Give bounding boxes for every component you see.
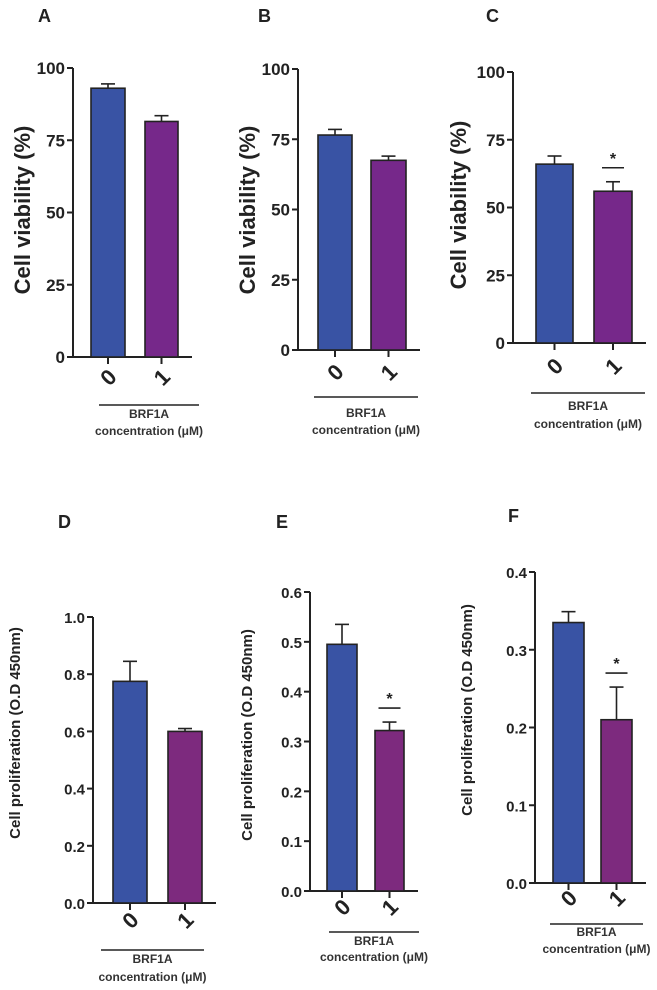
y-tick-label: 0.6 [64,724,85,741]
bar-0 [90,87,126,358]
significance-star: * [610,151,617,168]
bar-0 [535,163,574,344]
y-tick-label: 25 [46,276,65,295]
category-label: 1 [377,894,403,920]
y-tick-label: 0.0 [506,876,527,893]
panel-letter: F [508,506,519,526]
y-tick-label: 0.2 [281,784,302,801]
x-axis-label-line1: BRF1A [129,407,169,421]
x-axis-label-line1: BRF1A [576,925,616,939]
bar-1 [167,730,203,904]
y-tick-label: 50 [486,199,505,218]
panel-letter: B [258,6,271,26]
y-tick-label: 50 [271,201,290,220]
y-tick-label: 50 [46,204,65,223]
x-axis-label-line2: concentration (μM) [98,970,206,984]
panel-letter: C [486,6,499,26]
y-tick-label: 0.4 [281,685,303,702]
y-axis-label: Cell proliferation (O.D 450nm) [239,629,256,841]
y-tick-label: 0 [56,348,65,367]
x-axis-label-line2: concentration (μM) [542,942,650,956]
y-tick-label: 0.4 [506,565,528,582]
x-axis-label-line2: concentration (μM) [95,424,203,438]
y-tick-label: 0.6 [281,585,302,602]
panel-letter: D [58,512,71,532]
category-label: 0 [322,359,348,385]
bar-0 [552,621,585,884]
bar-1 [370,159,407,351]
y-tick-label: 75 [46,131,65,150]
y-tick-label: 25 [486,266,505,285]
x-axis-label-line1: BRF1A [132,952,172,966]
y-tick-label: 0.2 [64,839,85,856]
y-tick-label: 0.5 [281,635,302,652]
significance-star: * [386,691,393,708]
bar-0 [326,643,358,892]
y-axis-label: Cell viability (%) [446,121,471,290]
bar-1 [374,729,405,892]
bar-0 [317,134,353,351]
y-tick-label: 75 [486,131,505,150]
x-axis-label-line2: concentration (μM) [312,423,420,437]
y-tick-label: 0.1 [506,798,527,815]
y-axis-label: Cell proliferation (O.D 450nm) [459,604,476,816]
y-axis-label: Cell viability (%) [235,126,260,295]
y-tick-label: 0 [281,341,290,360]
category-label: 0 [95,364,121,390]
y-tick-label: 75 [271,130,290,149]
panel-letter: A [38,6,51,26]
y-tick-label: 100 [477,63,505,82]
category-label: 0 [542,353,568,379]
y-axis-label: Cell viability (%) [10,126,35,295]
y-tick-label: 0.1 [281,834,302,851]
y-tick-label: 100 [37,59,65,78]
y-tick-label: 100 [262,60,290,79]
significance-star: * [613,656,620,673]
y-tick-label: 0 [496,334,505,353]
y-tick-label: 0.0 [64,896,85,913]
y-tick-label: 0.3 [281,735,302,752]
bar-1 [600,718,633,884]
bar-0 [112,680,148,904]
y-axis-label: Cell proliferation (O.D 450nm) [7,627,24,839]
y-tick-label: 0.8 [64,667,85,684]
panel-letter: E [276,512,288,532]
y-tick-label: 0.0 [281,884,302,901]
category-label: 0 [329,894,355,920]
x-axis-label-line1: BRF1A [568,399,608,413]
category-label: 1 [172,907,198,933]
category-label: 1 [600,353,626,379]
bar-1 [144,120,179,358]
y-tick-label: 0.2 [506,721,527,738]
category-label: 1 [376,359,402,385]
x-axis-label-line2: concentration (μM) [320,950,428,964]
y-tick-label: 0.3 [506,643,527,660]
y-tick-label: 25 [271,271,290,290]
x-axis-label-line1: BRF1A [346,406,386,420]
y-tick-label: 0.4 [64,782,86,799]
y-tick-label: 1.0 [64,610,85,627]
bar-1 [593,190,633,344]
x-axis-label-line1: BRF1A [354,934,394,948]
category-label: 1 [149,364,175,390]
x-axis-label-line2: concentration (μM) [534,417,642,431]
category-label: 0 [117,907,143,933]
